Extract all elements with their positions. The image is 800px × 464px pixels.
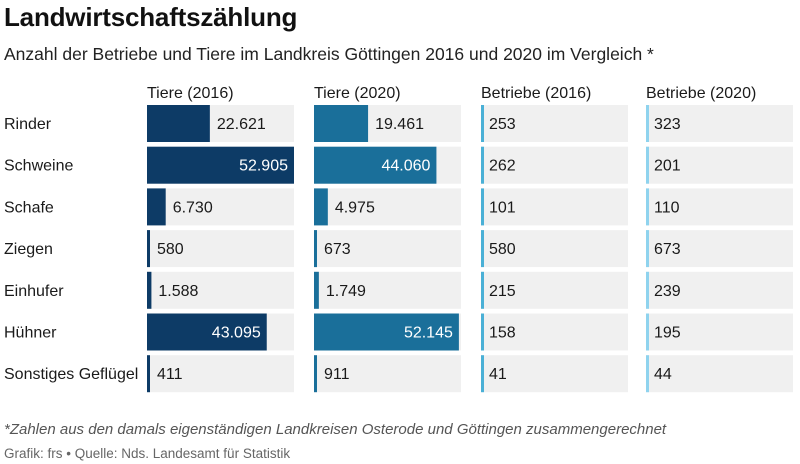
data-label: 1.588: [158, 283, 198, 300]
data-label: 6.730: [173, 199, 213, 216]
value-marker: [481, 313, 484, 351]
row-label: Hühner: [4, 325, 57, 342]
cell-track: [481, 188, 628, 226]
row-label: Schweine: [4, 158, 73, 175]
data-label: 215: [489, 283, 516, 300]
data-label: 201: [654, 158, 681, 175]
cell-track: [646, 146, 793, 184]
data-label: 101: [489, 199, 516, 216]
cell-track: [147, 188, 294, 226]
value-marker: [646, 355, 649, 393]
data-label: 673: [654, 241, 681, 258]
data-label: 911: [324, 366, 350, 383]
column-header-3: Betriebe (2016): [481, 85, 591, 102]
cell-track: [646, 355, 793, 393]
cell-track: [646, 188, 793, 226]
cell-track: [646, 271, 793, 309]
bar: [147, 146, 294, 184]
data-label: 1.749: [326, 283, 366, 300]
cell-track: [481, 146, 628, 184]
data-label: 43.095: [212, 325, 261, 342]
data-label: 4.975: [335, 199, 375, 216]
data-label: 239: [654, 283, 681, 300]
source-line: Grafik: frs • Quelle: Nds. Landesamt für…: [4, 446, 291, 461]
row-label: Einhufer: [4, 283, 64, 300]
bar: [147, 271, 152, 309]
row-label: Rinder: [4, 116, 52, 133]
column-header-1: Tiere (2016): [147, 85, 234, 102]
bar: [314, 271, 319, 309]
bar: [147, 105, 210, 142]
cell-track: [646, 230, 793, 268]
data-label: 44.060: [381, 158, 430, 175]
value-marker: [481, 230, 484, 268]
value-marker: [481, 146, 484, 184]
bar: [147, 188, 166, 226]
cell-track: [481, 230, 628, 268]
value-marker: [481, 105, 484, 142]
data-label: 580: [489, 241, 516, 258]
chart-subtitle: Anzahl der Betriebe und Tiere im Landkre…: [4, 44, 654, 64]
column-header-4: Betriebe (2020): [646, 85, 756, 102]
cell-track: [481, 313, 628, 351]
cell-track: [481, 355, 628, 393]
cell-track: [147, 355, 294, 393]
value-marker: [646, 230, 649, 268]
cell-track: [147, 230, 294, 268]
cell-track: [314, 230, 461, 268]
value-marker: [646, 271, 649, 309]
data-label: 253: [489, 116, 516, 133]
data-label: 19.461: [375, 116, 424, 133]
data-label: 52.905: [239, 158, 288, 175]
data-label: 195: [654, 325, 681, 342]
value-marker: [481, 355, 484, 393]
data-label: 323: [654, 116, 681, 133]
cell-track: [646, 105, 793, 142]
value-marker: [646, 188, 649, 226]
footnote: *Zahlen aus den damals eigenständigen La…: [4, 421, 667, 438]
bar: [147, 313, 267, 351]
cell-track: [646, 313, 793, 351]
bar: [314, 355, 317, 393]
value-marker: [646, 313, 649, 351]
row-label: Ziegen: [4, 241, 53, 258]
chart-title: Landwirtschaftszählung: [4, 2, 298, 32]
value-marker: [481, 188, 484, 226]
bar: [314, 313, 459, 351]
value-marker: [646, 105, 649, 142]
data-label: 673: [324, 241, 351, 258]
cell-track: [481, 271, 628, 309]
data-label: 41: [489, 366, 507, 383]
row-label: Schafe: [4, 199, 54, 216]
data-label: 158: [489, 325, 516, 342]
value-marker: [646, 146, 649, 184]
bar: [314, 105, 369, 142]
bar: [147, 230, 150, 268]
data-label: 580: [157, 241, 184, 258]
data-label: 262: [489, 158, 516, 175]
data-label: 44: [654, 366, 672, 383]
cell-track: [314, 271, 461, 309]
bar: [314, 146, 437, 184]
cell-track: [314, 355, 461, 393]
bar: [314, 230, 317, 268]
bar: [147, 355, 150, 393]
data-label: 411: [157, 366, 183, 383]
value-marker: [481, 271, 484, 309]
data-label: 110: [654, 199, 680, 216]
data-label: 22.621: [217, 116, 266, 133]
data-label: 52.145: [404, 325, 453, 342]
cell-track: [481, 105, 628, 142]
cell-track: [147, 271, 294, 309]
bar: [314, 188, 328, 226]
row-label: Sonstiges Geflügel: [4, 366, 138, 383]
cell-track: [314, 188, 461, 226]
column-header-2: Tiere (2020): [314, 85, 401, 102]
